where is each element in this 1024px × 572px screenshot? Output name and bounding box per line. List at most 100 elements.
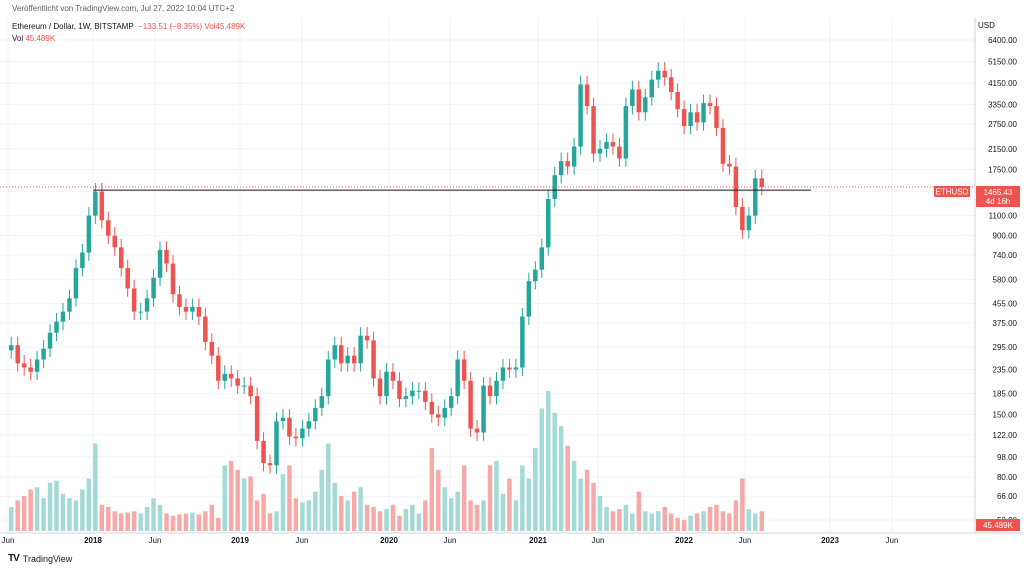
- volume-bar: [248, 476, 253, 531]
- candle-body: [15, 345, 20, 364]
- price-tick-label: 580.00: [993, 275, 1018, 284]
- volume-bar: [436, 469, 441, 531]
- candle-body: [9, 345, 14, 351]
- volume-bar: [358, 487, 363, 531]
- price-tick-label: 66.00: [997, 492, 1018, 501]
- candle-body: [558, 161, 564, 176]
- volume-bar: [571, 461, 577, 531]
- volume-bar: [668, 513, 674, 531]
- tradingview-brand[interactable]: TV TradingView: [8, 553, 72, 564]
- time-tick-label: Jun: [886, 536, 899, 545]
- candle-body: [571, 146, 577, 167]
- time-tick-label: 2021: [529, 536, 547, 545]
- candle-body: [727, 163, 732, 167]
- candle-body: [416, 390, 422, 392]
- candle-body: [157, 249, 163, 278]
- volume-bar: [183, 513, 189, 531]
- candle-body: [675, 91, 680, 110]
- volume-bar: [681, 520, 687, 531]
- candle-body: [643, 97, 648, 113]
- volume-bar: [106, 506, 111, 531]
- volume-badge: 45.489K: [976, 519, 1020, 531]
- volume-bar: [28, 489, 33, 531]
- price-tick-label: 295.00: [993, 343, 1018, 352]
- time-axis[interactable]: Jun 2018 Jun 2019 Jun 2020 Jun 2021 Jun 2022 Jun 20…: [2, 536, 899, 545]
- candle-body: [241, 385, 247, 387]
- price-tick-label: 80.00: [997, 473, 1018, 482]
- candle-body: [455, 359, 460, 397]
- candle-body: [125, 268, 130, 289]
- volume-bar: [513, 500, 519, 531]
- price-tick-label: 185.00: [993, 389, 1018, 398]
- candle-body: [584, 84, 590, 107]
- candle-body: [144, 298, 150, 312]
- candle-body: [520, 316, 525, 368]
- candle-body: [138, 311, 143, 313]
- symbol-badge: ETHUSD: [934, 186, 970, 197]
- price-tick-label: 455.00: [993, 300, 1018, 309]
- candle-body: [442, 407, 447, 418]
- price-tick-label: 122.00: [993, 431, 1018, 440]
- candle-body: [300, 428, 305, 439]
- candle-body: [526, 281, 532, 317]
- volume-bar: [9, 506, 14, 531]
- volume-bar: [623, 504, 629, 531]
- published-note: Veröffentlicht von TradingView.com, Jul …: [12, 4, 235, 13]
- horizontal-lines: [0, 186, 975, 191]
- candle-body: [280, 417, 286, 422]
- volume-bar: [714, 504, 719, 531]
- volume-bar: [86, 478, 92, 531]
- volume-bar: [274, 511, 279, 531]
- price-change: −133.51 (−8.35%): [138, 22, 203, 31]
- candle-body: [54, 321, 59, 333]
- candle-body: [93, 191, 98, 216]
- volume-bar: [300, 502, 305, 531]
- price-tick-label: 235.00: [993, 366, 1018, 375]
- candle-body: [306, 421, 312, 429]
- volume-bar: [546, 391, 551, 531]
- candle-body: [610, 142, 616, 147]
- volume-bar: [390, 504, 396, 531]
- candle-body: [164, 249, 169, 264]
- price-axis[interactable]: 6400.00 5150.00 4150.00 3350.00 2750.00 2150.…: [988, 36, 1017, 525]
- vol-inline: Vol45.489K: [204, 22, 246, 31]
- candle-body: [565, 161, 570, 167]
- candle-body: [668, 77, 674, 92]
- candle-body: [228, 373, 234, 379]
- volume-bar: [177, 514, 182, 531]
- volume-bar: [209, 504, 215, 531]
- candle-body: [436, 414, 441, 418]
- volume-bar: [727, 513, 732, 531]
- candle-body: [461, 359, 467, 381]
- symbol-title[interactable]: Ethereum / Dollar, 1W, BITSTAMP: [12, 22, 134, 31]
- volume-bar: [371, 506, 376, 531]
- candle-body: [287, 417, 292, 437]
- volume-bar: [125, 512, 130, 531]
- candle-body: [73, 268, 79, 299]
- price-tick-label: 150.00: [993, 410, 1018, 419]
- candle-body: [274, 421, 279, 466]
- candle-body: [21, 363, 27, 368]
- currency-label: USD: [978, 21, 995, 30]
- time-tick-label: 2020: [380, 536, 398, 545]
- volume-bar: [80, 489, 85, 531]
- volume-bar: [170, 515, 176, 531]
- candle-body: [487, 385, 493, 397]
- volume-bar: [643, 511, 648, 531]
- volume-bar: [753, 513, 758, 531]
- volume-bar: [617, 509, 622, 531]
- volume-bar: [604, 506, 609, 531]
- candle-body: [183, 307, 189, 312]
- volume-bar: [630, 513, 635, 531]
- volume-bar: [267, 513, 273, 531]
- time-tick-label: Jun: [739, 536, 752, 545]
- volume-bar: [254, 500, 260, 531]
- volume-bar: [707, 506, 713, 531]
- candle-body: [332, 345, 337, 360]
- volume-bar: [688, 515, 693, 531]
- volume-bar: [487, 465, 493, 531]
- volume-bar: [423, 500, 428, 531]
- candle-body: [759, 178, 764, 188]
- candle-body: [326, 359, 331, 397]
